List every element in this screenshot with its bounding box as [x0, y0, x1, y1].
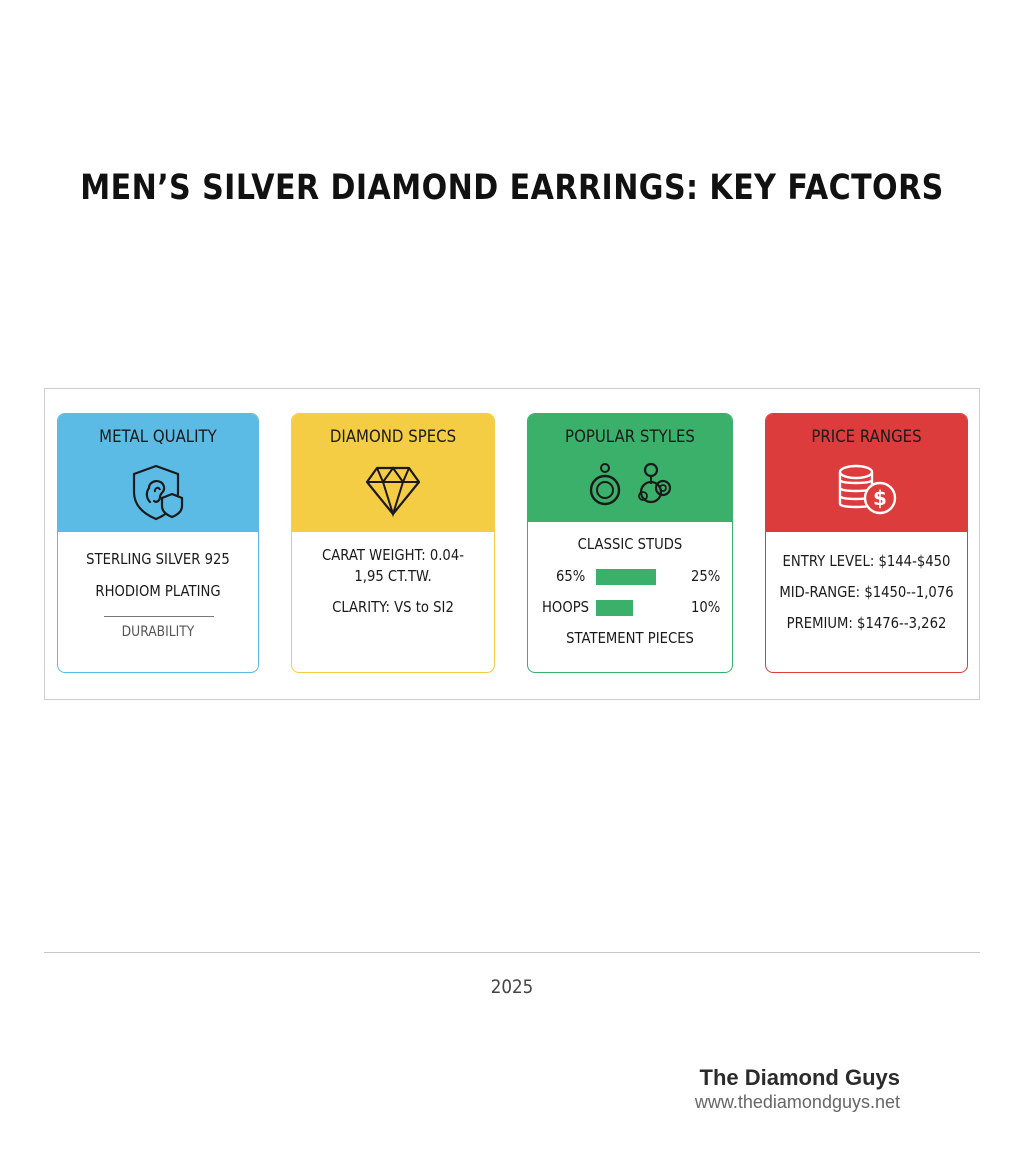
brand-name: The Diamond Guys — [699, 1065, 900, 1090]
popular-styles-title: POPULAR STYLES — [565, 427, 695, 447]
brand-url[interactable]: www.thediamondguys.net — [694, 1092, 900, 1112]
metal-line-1: STERLING SILVER 925 — [86, 550, 230, 568]
styles-row1-left: 65% — [556, 567, 586, 585]
styles-row1-right: 25% — [691, 567, 721, 585]
diamond-specs-title: DIAMOND SPECS — [329, 427, 457, 447]
styles-row2-left: HOOPS — [542, 598, 590, 616]
styles-row2-right: 10% — [691, 598, 721, 616]
styles-heading: CLASSIC STUDS — [577, 535, 683, 553]
diamond-specs-card: DIAMOND SPECS CARAT WEIGHT: 0.04- 1,95 C… — [291, 413, 495, 673]
svg-text:$: $ — [873, 486, 887, 510]
ear-shield-icon — [132, 464, 184, 521]
metal-footer: DURABILITY — [121, 624, 195, 640]
diamond-specs-header: DIAMOND SPECS — [292, 414, 494, 532]
metal-divider — [104, 616, 214, 617]
styles-row1-bar — [596, 569, 656, 585]
metal-quality-header: METAL QUALITY — [58, 414, 258, 532]
price-line-1: ENTRY LEVEL: $144-$450 — [782, 552, 951, 570]
metal-quality-title: METAL QUALITY — [99, 427, 217, 447]
price-line-2: MID-RANGE: $1450--1,076 — [779, 583, 954, 601]
diamond-line-1: CARAT WEIGHT: 0.04- — [321, 546, 465, 564]
diamond-icon — [365, 466, 421, 518]
price-ranges-card: PRICE RANGES $ ENTRY LEVEL: $144-$450 MI… — [765, 413, 968, 673]
page-title: MEN’S SILVER DIAMOND EARRINGS: KEY FACTO… — [80, 168, 944, 208]
price-ranges-header: PRICE RANGES $ — [766, 414, 967, 532]
popular-styles-card: POPULAR STYLES CLASSIC STUDS 65% 25% HOO… — [527, 413, 733, 673]
price-line-3: PREMIUM: $1476--3,262 — [786, 614, 947, 632]
popular-styles-header: POPULAR STYLES — [528, 414, 732, 522]
styles-footer: STATEMENT PIECES — [566, 629, 694, 647]
coins-dollar-icon: $ — [838, 464, 896, 515]
styles-row2-bar — [596, 600, 633, 616]
year-label: 2025 — [490, 976, 534, 998]
metal-line-2: RHODIOM PLATING — [95, 582, 221, 600]
diamond-line-3: CLARITY: VS to SI2 — [332, 598, 454, 616]
earrings-icon — [589, 462, 672, 506]
metal-quality-card: METAL QUALITY STERLING SILVER 925 RHODIO… — [57, 413, 259, 673]
brand-block: The Diamond Guys www.thediamondguys.net — [695, 1065, 900, 1113]
footer-divider — [44, 952, 980, 953]
diamond-line-2: 1,95 CT.TW. — [354, 567, 432, 585]
key-factors-panel: METAL QUALITY STERLING SILVER 925 RHODIO… — [44, 388, 980, 700]
price-ranges-title: PRICE RANGES — [811, 427, 922, 447]
